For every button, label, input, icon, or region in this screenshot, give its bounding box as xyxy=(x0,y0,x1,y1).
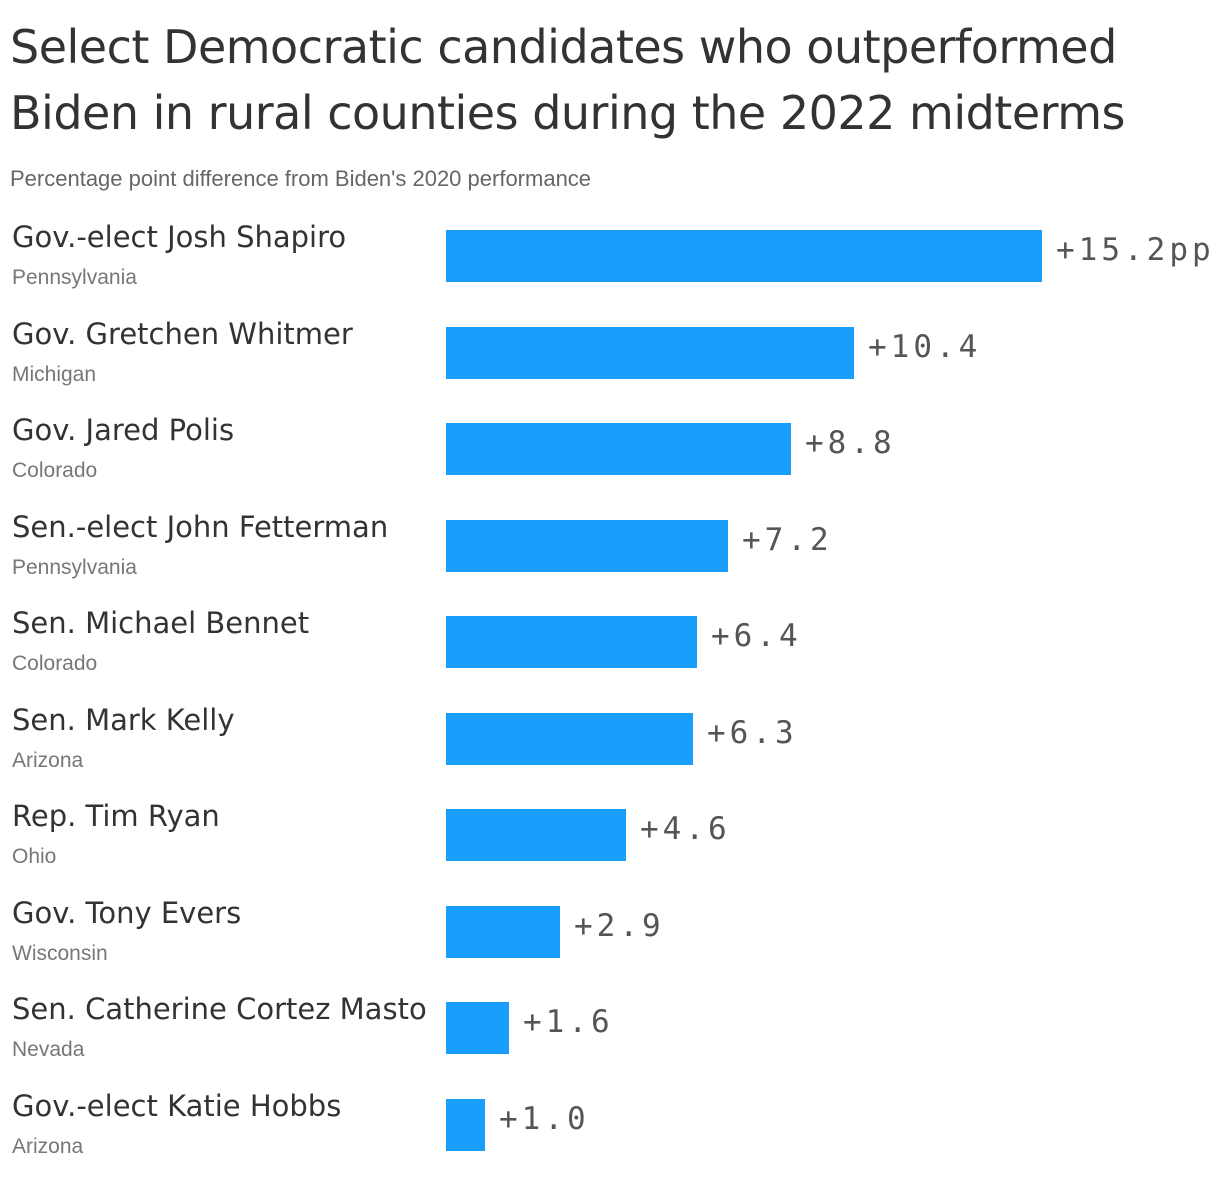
chart-title: Select Democratic candidates who outperf… xyxy=(10,20,1126,140)
state-label: Wisconsin xyxy=(12,941,108,965)
state-label: Pennsylvania xyxy=(12,266,137,289)
category-label: Rep. Tim Ryan xyxy=(12,799,220,833)
value-label: +6.4 xyxy=(711,618,802,654)
category-label: Sen.-elect John Fetterman xyxy=(12,509,389,544)
category-label: Gov. Jared Polis xyxy=(12,413,235,447)
bar-row: Sen.-elect John Fetterman Pennsylvania +7.… xyxy=(0,510,1220,606)
category-label: Gov. Tony Evers xyxy=(12,895,242,930)
bar xyxy=(446,326,854,379)
bar xyxy=(446,1098,485,1151)
bar xyxy=(446,1002,509,1054)
bar xyxy=(446,519,728,572)
bar-row: Gov. Jared Polis Colorado +8.8 xyxy=(0,413,1220,509)
bar-row: Rep. Tim Ryan Ohio +4.6 xyxy=(0,799,1220,895)
state-label: Ohio xyxy=(12,845,57,868)
value-label: +4.6 xyxy=(640,811,731,847)
category-label: Gov.-elect Katie Hobbs xyxy=(12,1088,342,1123)
state-label: Colorado xyxy=(12,459,98,482)
value-label: +1.0 xyxy=(499,1100,590,1137)
bar-row: Gov. Gretchen Whitmer Michigan +10.4 xyxy=(0,317,1220,413)
chart-subtitle: Percentage point difference from Biden's… xyxy=(10,166,592,191)
bar xyxy=(446,230,1042,282)
category-label: Gov. Gretchen Whitmer xyxy=(12,316,353,351)
bar-row: Gov.-elect Katie Hobbs Arizona +1.0 xyxy=(0,1089,1220,1185)
category-label: Gov.-elect Josh Shapiro xyxy=(12,220,347,254)
bar xyxy=(446,616,697,668)
state-label: Arizona xyxy=(12,748,84,772)
value-label: +15.2pp xyxy=(1056,232,1215,268)
state-label: Nevada xyxy=(12,1038,85,1061)
value-label: +6.3 xyxy=(707,714,798,751)
category-label: Sen. Michael Bennet xyxy=(12,606,310,640)
bar-row: Gov.-elect Josh Shapiro Pennsylvania +15.2… xyxy=(0,220,1220,316)
value-label: +8.8 xyxy=(805,425,896,461)
value-label: +2.9 xyxy=(574,907,665,944)
bar xyxy=(446,905,560,958)
bar xyxy=(446,423,791,475)
state-label: Arizona xyxy=(12,1134,84,1158)
value-label: +1.6 xyxy=(523,1004,614,1040)
category-label: Sen. Catherine Cortez Masto xyxy=(12,992,427,1026)
value-label: +10.4 xyxy=(868,328,982,365)
state-label: Colorado xyxy=(12,652,98,675)
value-label: +7.2 xyxy=(742,521,833,558)
state-label: Pennsylvania xyxy=(12,555,137,579)
category-label: Sen. Mark Kelly xyxy=(12,702,235,737)
bar xyxy=(446,809,626,861)
bar-row: Gov. Tony Evers Wisconsin +2.9 xyxy=(0,896,1220,992)
state-label: Michigan xyxy=(12,362,97,386)
bar-row: Sen. Catherine Cortez Masto Nevada +1.6 xyxy=(0,992,1220,1088)
bar-row: Sen. Mark Kelly Arizona +6.3 xyxy=(0,703,1220,799)
bar xyxy=(446,712,693,765)
bar-row: Sen. Michael Bennet Colorado +6.4 xyxy=(0,606,1220,702)
